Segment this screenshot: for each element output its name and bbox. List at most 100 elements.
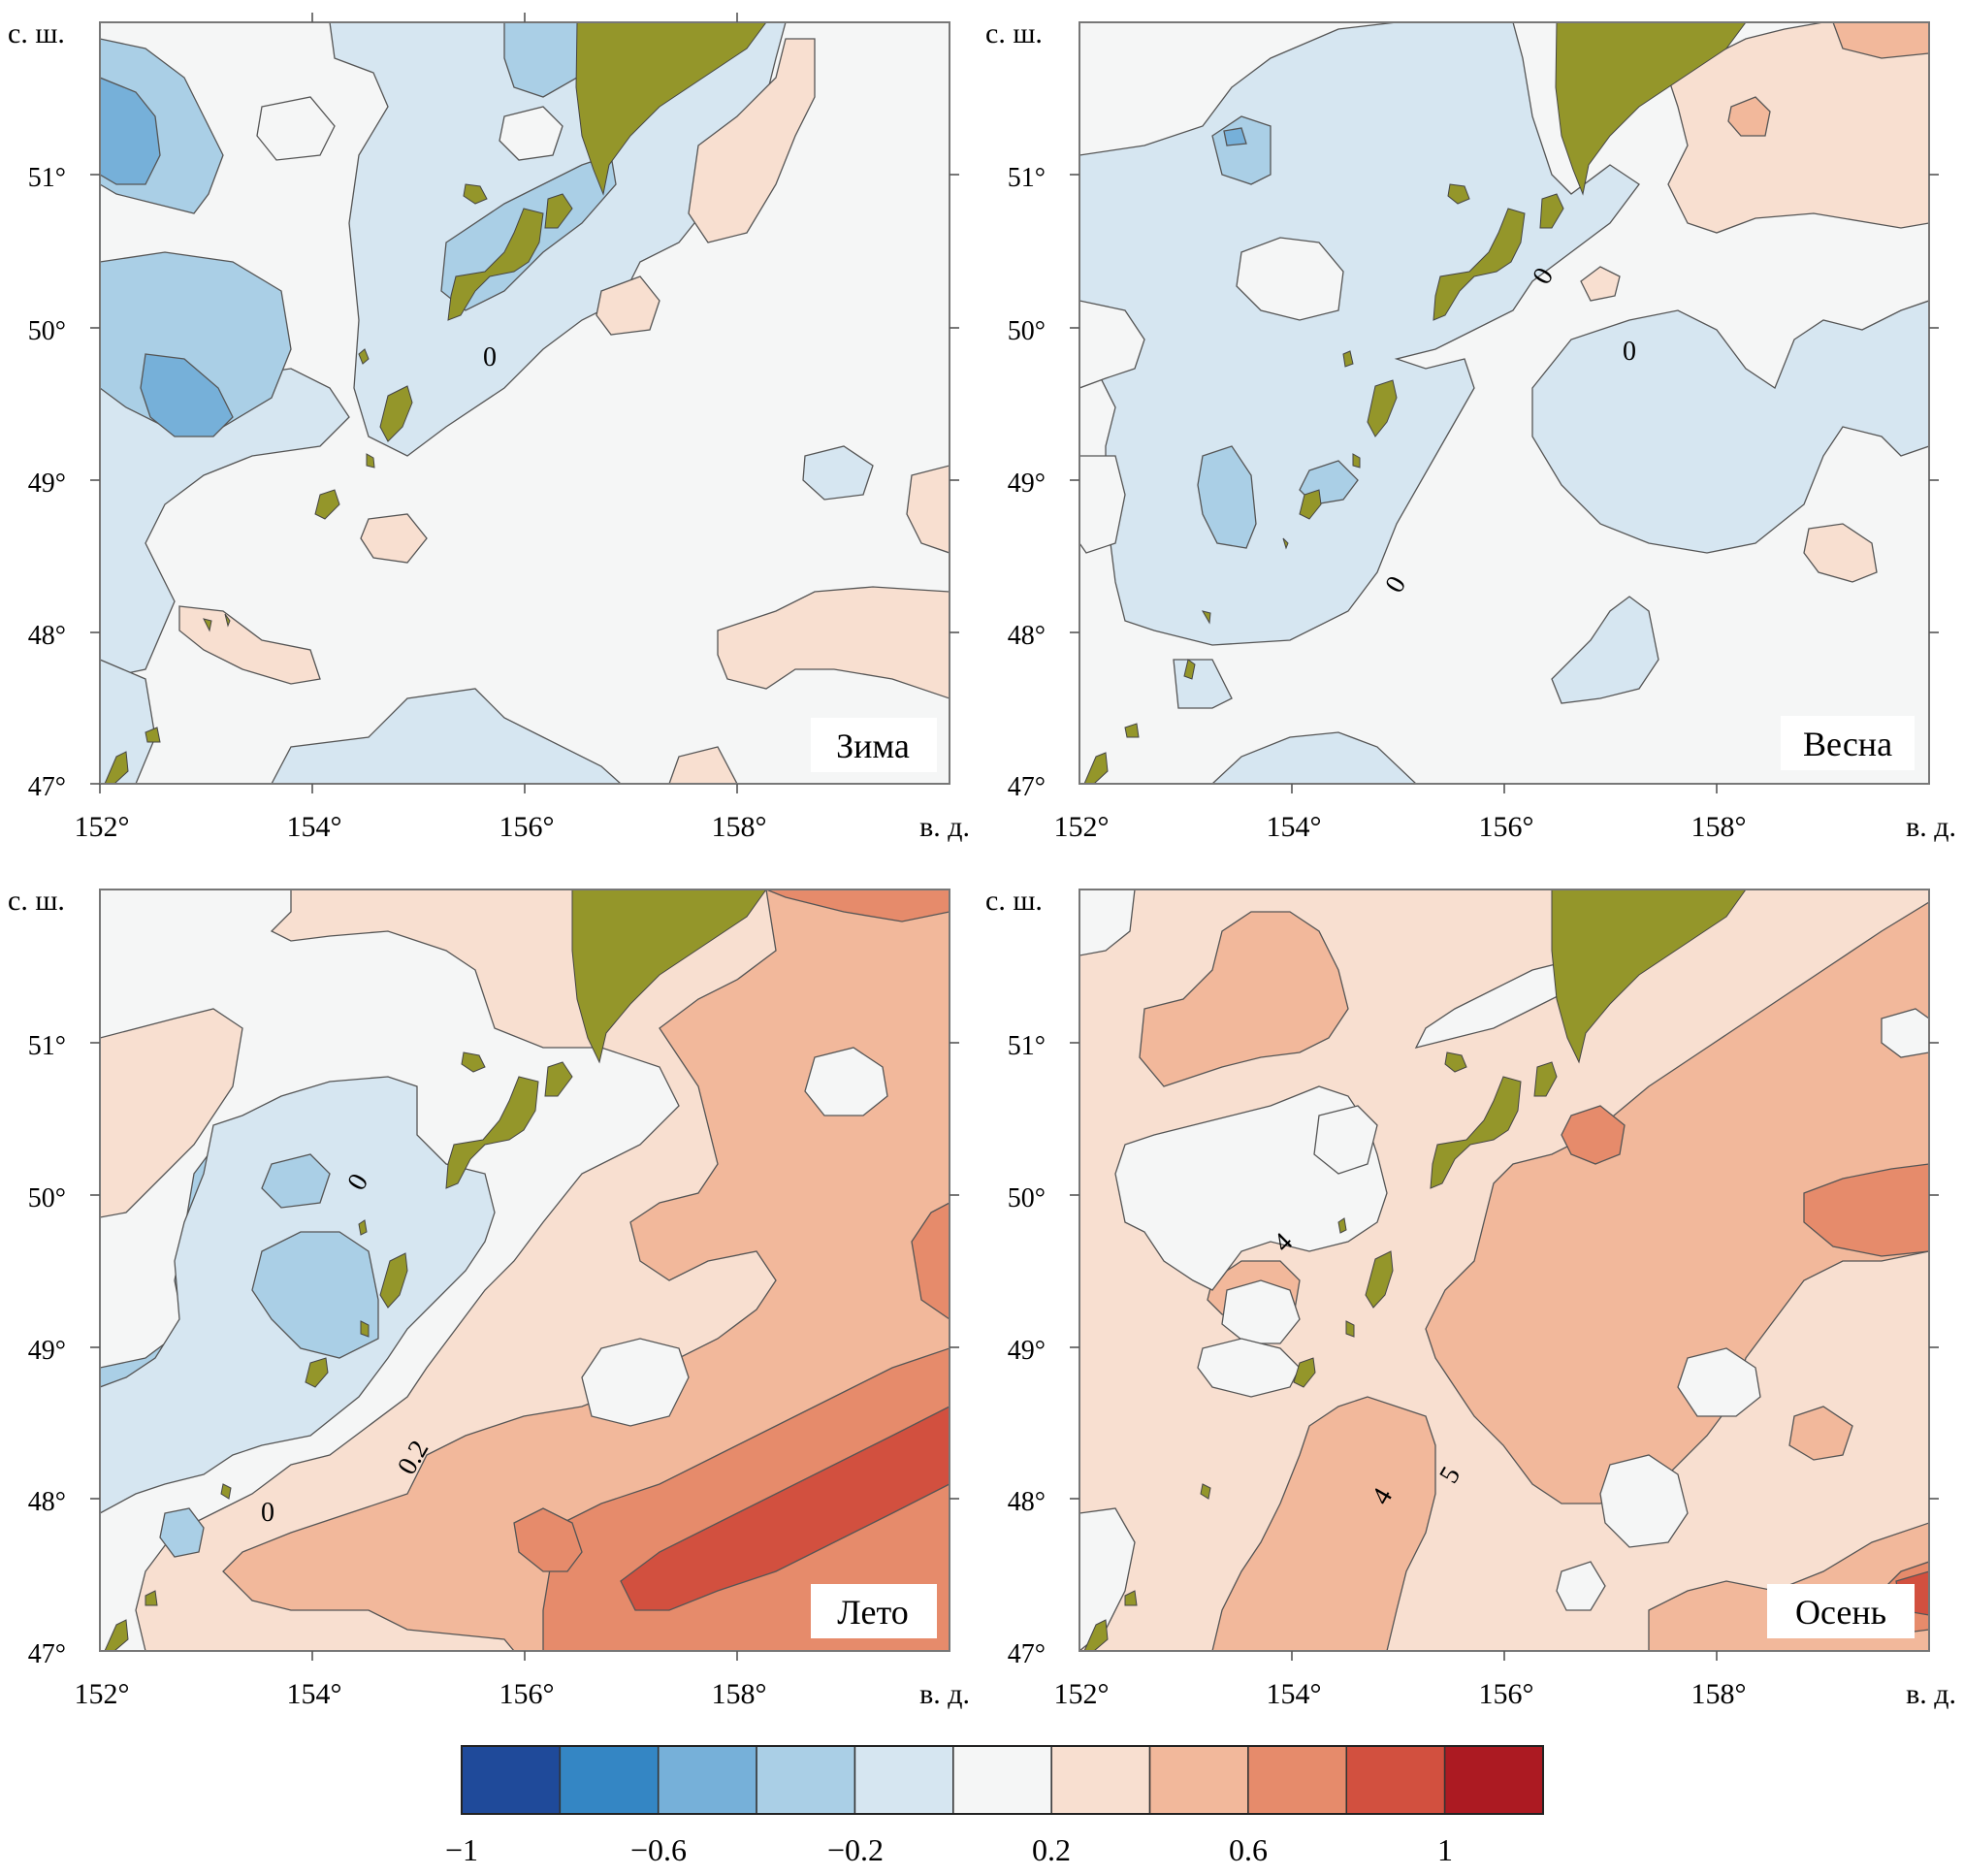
lat-tick-label: 47° — [1008, 1639, 1046, 1669]
colorbar-cell — [1443, 1745, 1544, 1815]
lon-tick-label: 152° — [1054, 811, 1110, 843]
lat-tick-marks — [1070, 174, 1939, 793]
lat-tick-label: 48° — [28, 621, 66, 651]
season-label: Лето — [837, 1593, 908, 1632]
colorbar-cell — [559, 1745, 660, 1815]
anomaly-region — [1580, 266, 1621, 302]
lat-tick-label: 48° — [28, 1487, 66, 1517]
colorbar-frame — [461, 1745, 1544, 1815]
land-kamchatka-kurils — [1083, 889, 1747, 1652]
colorbar-tick-label: −1 — [445, 1832, 478, 1867]
anomaly-region — [1079, 889, 1136, 956]
anomaly-region — [1197, 1338, 1301, 1398]
anomaly-region — [1561, 1105, 1626, 1165]
colorbar-tick-label: −0.2 — [827, 1832, 884, 1867]
lon-tick-label: 156° — [499, 811, 555, 843]
lat-tick-label: 49° — [28, 1336, 66, 1366]
anomaly-region — [1881, 1008, 1929, 1058]
lat-tick-label: 48° — [1008, 1487, 1046, 1517]
anomaly-region — [1221, 1279, 1301, 1344]
contour-label: 0 — [1623, 337, 1636, 367]
anomaly-region — [503, 22, 583, 98]
anomaly-region — [100, 659, 156, 784]
anomaly-region — [1803, 1163, 1929, 1257]
season-label-box — [811, 1584, 937, 1638]
anomaly-region — [159, 1507, 205, 1558]
anomaly-region — [1211, 1396, 1436, 1651]
anomaly-region — [668, 746, 738, 784]
colorbar-cell — [657, 1745, 757, 1815]
land-kamchatka-kurils — [104, 889, 767, 1652]
lon-tick-label: 154° — [1267, 1678, 1322, 1710]
lat-tick-marks — [90, 1042, 959, 1661]
map-panel-autumn: 4 4 5 с. ш. 51° 50° 49° 48° 47° 152° 154… — [985, 885, 1956, 1710]
season-label: Осень — [1795, 1593, 1886, 1632]
season-label-box — [811, 718, 937, 772]
lon-tick-label: 154° — [287, 1678, 342, 1710]
colorbar-cell — [952, 1745, 1052, 1815]
anomaly-region — [765, 889, 950, 922]
lon-unit-label: в. д. — [919, 811, 970, 843]
lon-tick-label: 152° — [75, 811, 130, 843]
anomaly-region — [100, 77, 161, 185]
lat-unit-label: с. ш. — [8, 885, 65, 917]
lat-tick-label: 47° — [28, 772, 66, 802]
anomaly-region — [1079, 300, 1145, 389]
anomaly-region — [140, 353, 234, 437]
map-panel-winter: 0 с. ш. 51° 50° 49° 48° 47° 152° 154° 15… — [8, 13, 970, 843]
lat-tick-label: 51° — [28, 163, 66, 193]
lat-tick-label: 50° — [28, 316, 66, 346]
anomaly-region — [251, 1231, 379, 1359]
anomaly-region — [100, 1008, 243, 1218]
anomaly-region — [1599, 1454, 1689, 1548]
lat-tick-label: 49° — [28, 469, 66, 499]
anomaly-region — [178, 605, 321, 685]
lat-tick-label: 47° — [28, 1639, 66, 1669]
lon-unit-label: в. д. — [1906, 1678, 1956, 1710]
lon-tick-label: 158° — [712, 1678, 767, 1710]
anomaly-region — [271, 688, 622, 784]
anomaly-region — [804, 1047, 888, 1116]
anomaly-region — [1223, 127, 1247, 146]
lon-tick-label: 152° — [1054, 1678, 1110, 1710]
contour-label: 0 — [483, 342, 497, 372]
lat-tick-label: 51° — [28, 1031, 66, 1061]
colorbar-tick-label: −0.6 — [630, 1832, 687, 1867]
lon-tick-label: 156° — [1479, 811, 1534, 843]
lat-tick-label: 51° — [1008, 163, 1046, 193]
anomaly-region — [688, 38, 816, 243]
lat-tick-label: 50° — [28, 1183, 66, 1213]
anomaly-region — [1803, 523, 1878, 583]
lat-tick-label: 50° — [1008, 316, 1046, 346]
contour-label: 0 — [261, 1498, 274, 1528]
anomaly-region — [1531, 300, 1929, 554]
season-label: Весна — [1803, 725, 1892, 763]
colorbar-cell — [1345, 1745, 1446, 1815]
anomaly-region — [360, 513, 428, 564]
season-label-box — [1767, 1584, 1915, 1638]
lon-tick-label: 158° — [1691, 1678, 1747, 1710]
lat-tick-label: 47° — [1008, 772, 1046, 802]
lat-tick-marks — [1070, 1042, 1939, 1661]
lon-tick-label: 158° — [712, 811, 767, 843]
lon-tick-label: 154° — [1267, 811, 1322, 843]
anomaly-region — [261, 1153, 331, 1209]
anomaly-region — [1727, 96, 1771, 137]
lat-unit-label: с. ш. — [985, 885, 1043, 917]
lon-tick-label: 158° — [1691, 811, 1747, 843]
anomaly-region — [1832, 22, 1929, 59]
colorbar-cell — [756, 1745, 856, 1815]
season-label: Зима — [836, 727, 910, 765]
anomaly-region — [911, 1202, 950, 1320]
anomaly-region — [1677, 1347, 1761, 1417]
colorbar-cell — [461, 1745, 562, 1815]
anomaly-region — [1079, 1507, 1136, 1651]
anomaly-region — [1551, 596, 1659, 704]
anomaly-region — [1211, 731, 1417, 784]
land-kamchatka-kurils — [1083, 21, 1747, 785]
lat-tick-label: 50° — [1008, 1183, 1046, 1213]
anomaly-region — [717, 586, 950, 699]
lat-tick-label: 51° — [1008, 1031, 1046, 1061]
lon-tick-label: 154° — [287, 811, 342, 843]
